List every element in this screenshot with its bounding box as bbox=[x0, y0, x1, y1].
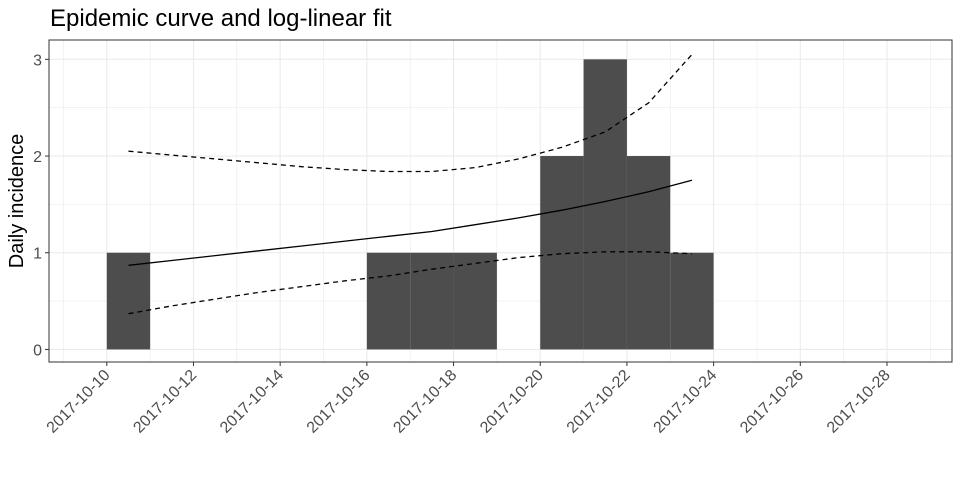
x-tick-label: 2017-10-16 bbox=[304, 367, 374, 437]
incidence-bar bbox=[453, 252, 497, 350]
incidence-bars bbox=[106, 59, 714, 350]
x-tick-label: 2017-10-22 bbox=[564, 367, 634, 437]
fit-line bbox=[128, 179, 693, 266]
incidence-bar bbox=[670, 252, 714, 350]
incidence-bar bbox=[106, 252, 151, 350]
y-axis: 0 1 2 3 bbox=[33, 52, 49, 359]
incidence-bar bbox=[366, 252, 411, 350]
x-tick-label: 2017-10-20 bbox=[477, 367, 547, 437]
x-tick-label: 2017-10-24 bbox=[651, 367, 721, 437]
chart-title: Epidemic curve and log-linear fit bbox=[50, 5, 392, 32]
x-axis: 2017-10-10 2017-10-12 2017-10-14 2017-10-16… bbox=[44, 362, 894, 437]
y-tick-label: 1 bbox=[33, 246, 42, 263]
x-tick-label: 2017-10-28 bbox=[824, 367, 894, 437]
panel-background bbox=[49, 40, 952, 362]
panel-border bbox=[48, 39, 953, 363]
x-tick-label: 2017-10-14 bbox=[217, 367, 287, 437]
plot-panel bbox=[48, 39, 953, 363]
y-tick-label: 0 bbox=[33, 342, 42, 359]
incidence-bar bbox=[410, 252, 454, 350]
fit-upper-ci-line bbox=[128, 54, 693, 173]
x-tick-label: 2017-10-12 bbox=[130, 367, 200, 437]
y-tick-label: 2 bbox=[33, 149, 42, 166]
incidence-bar bbox=[626, 156, 671, 350]
y-axis-label: Daily incidence bbox=[6, 134, 28, 269]
y-tick-label: 3 bbox=[33, 52, 42, 69]
log-linear-fit bbox=[128, 54, 693, 315]
x-tick-label: 2017-10-26 bbox=[737, 367, 807, 437]
x-tick-label: 2017-10-10 bbox=[44, 367, 114, 437]
x-tick-label: 2017-10-18 bbox=[390, 367, 460, 437]
